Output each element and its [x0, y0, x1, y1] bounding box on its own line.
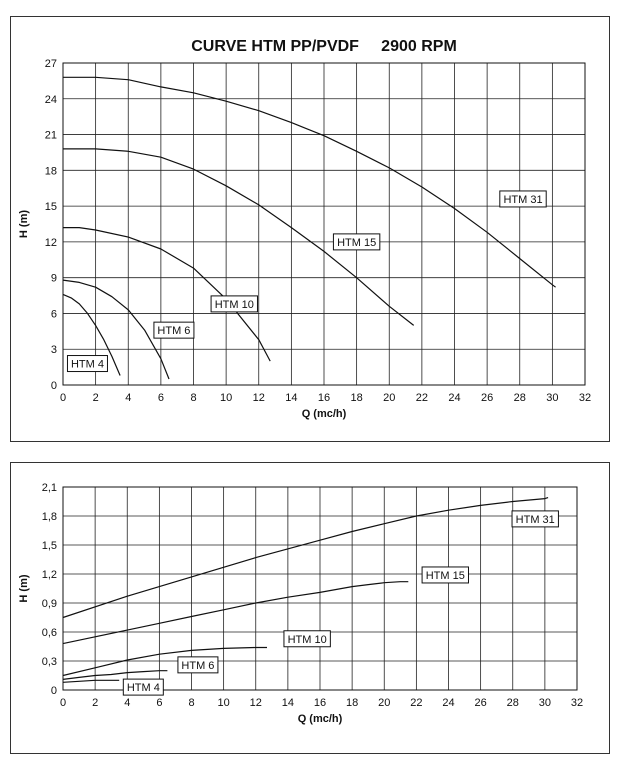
x-tick-label: 32	[579, 392, 591, 404]
x-tick-label: 6	[158, 392, 164, 404]
series-label-htm-6: HTM 6	[181, 660, 214, 672]
y-tick-label: 24	[45, 94, 57, 106]
y-tick-label: 9	[51, 273, 57, 285]
plot-frame	[62, 62, 586, 386]
x-tick-label: 14	[285, 392, 297, 404]
y-tick-label: 1,5	[42, 540, 57, 552]
x-tick-label: 30	[546, 392, 558, 404]
x-tick-label: 20	[378, 697, 390, 709]
x-tick-label: 14	[282, 697, 294, 709]
series-label-htm-4: HTM 4	[127, 682, 160, 694]
x-tick-label: 12	[250, 697, 262, 709]
series-line-htm-15	[62, 581, 409, 645]
x-tick-label: 2	[93, 392, 99, 404]
series-line-htm-6	[62, 279, 170, 380]
y-tick-label: 1,2	[42, 569, 57, 581]
x-tick-label: 22	[410, 697, 422, 709]
series-label-htm-4: HTM 4	[71, 359, 104, 371]
y-tick-label: 3	[51, 344, 57, 356]
series-label-box-htm-31	[499, 190, 547, 208]
second-curve-chart: 0 2 4 6 8 10 12 14 16 18 20 22 24 26 28 30 3200,30,60,91…	[18, 482, 583, 725]
series-label-htm-31: HTM 31	[516, 514, 555, 526]
y-tick-label: 12	[45, 237, 57, 249]
y-tick-label: 0	[51, 380, 57, 392]
series-line-htm-10	[62, 646, 267, 677]
x-tick-label: 0	[60, 392, 66, 404]
x-axis-label: Q (mc/h)	[298, 713, 343, 725]
y-tick-label: 6	[51, 308, 57, 320]
x-tick-label: 26	[481, 392, 493, 404]
x-tick-label: 4	[125, 392, 131, 404]
x-tick-label: 4	[124, 697, 130, 709]
series-line-htm-4	[62, 679, 120, 683]
x-tick-label: 0	[60, 697, 66, 709]
y-tick-label: 0,9	[42, 598, 57, 610]
series-line-htm-10	[63, 227, 271, 362]
x-tick-label: 16	[318, 392, 330, 404]
x-tick-label: 18	[351, 392, 363, 404]
series-line-htm-4	[62, 293, 121, 376]
top-chart-panel: CURVE HTM PP/PVDF 2900 RPM 0 2 4 6 8 10 12 14 16 1…	[10, 16, 610, 442]
x-tick-label: 24	[448, 392, 460, 404]
y-tick-label: 1,8	[42, 511, 57, 523]
series-line-htm-31	[62, 497, 549, 619]
x-tick-label: 6	[156, 697, 162, 709]
x-tick-label: 26	[475, 697, 487, 709]
x-tick-label: 8	[190, 392, 196, 404]
series-line-htm-6	[62, 670, 168, 680]
series-label-box-htm-4	[66, 355, 108, 373]
series-label-box-htm-4	[122, 678, 164, 696]
x-tick-label: 28	[514, 392, 526, 404]
x-tick-label: 32	[571, 697, 583, 709]
series-label-htm-15: HTM 15	[426, 570, 465, 582]
series-label-htm-10: HTM 10	[215, 299, 254, 311]
series-label-htm-6: HTM 6	[157, 325, 190, 337]
bottom-chart-panel: 0 2 4 6 8 10 12 14 16 18 20 22 24 26 28 30 32 0 0,3 0,6 0,9 1…	[10, 462, 610, 754]
series-line-htm-31	[63, 76, 556, 288]
y-axis-label: H (m)	[18, 574, 30, 602]
y-tick-label: 18	[45, 165, 57, 177]
x-axis-label: Q (mc/h)	[302, 408, 347, 420]
series-line-htm-15	[63, 148, 415, 326]
x-tick-label: 16	[314, 697, 326, 709]
y-tick-label: 0	[51, 685, 57, 697]
y-axis-label: H (m)	[18, 210, 30, 238]
y-tick-label: 2,1	[42, 482, 57, 494]
series-label-box-htm-15	[332, 233, 381, 251]
y-tick-label: 27	[45, 58, 57, 70]
series-label-box-htm-10	[210, 295, 258, 313]
x-tick-label: 2	[92, 697, 98, 709]
series-label-box-htm-15	[421, 566, 469, 584]
x-tick-label: 12	[253, 392, 265, 404]
series-label-htm-15: HTM 15	[337, 237, 376, 249]
y-tick-label: 0,3	[42, 656, 57, 668]
series-label-box-htm-31	[511, 510, 559, 528]
series-label-htm-31: HTM 31	[503, 194, 542, 206]
x-tick-label: 20	[383, 392, 395, 404]
chart-title: CURVE HTM PP/PVDF 2900 RPM	[191, 38, 457, 55]
series-label-box-htm-10	[283, 630, 331, 648]
y-tick-label: 15	[45, 201, 57, 213]
x-tick-label: 30	[539, 697, 551, 709]
plot-frame	[62, 486, 578, 691]
y-tick-label: 0,6	[42, 627, 57, 639]
x-tick-label: 28	[507, 697, 519, 709]
series-label-box-htm-6	[177, 656, 219, 674]
series-label-box-htm-6	[153, 321, 195, 339]
x-tick-label: 10	[220, 392, 232, 404]
x-tick-label: 22	[416, 392, 428, 404]
series-label-htm-10: HTM 10	[288, 634, 327, 646]
x-tick-label: 10	[218, 697, 230, 709]
x-tick-label: 18	[346, 697, 358, 709]
y-tick-label: 21	[45, 130, 57, 142]
x-tick-label: 8	[188, 697, 194, 709]
x-tick-label: 24	[442, 697, 454, 709]
